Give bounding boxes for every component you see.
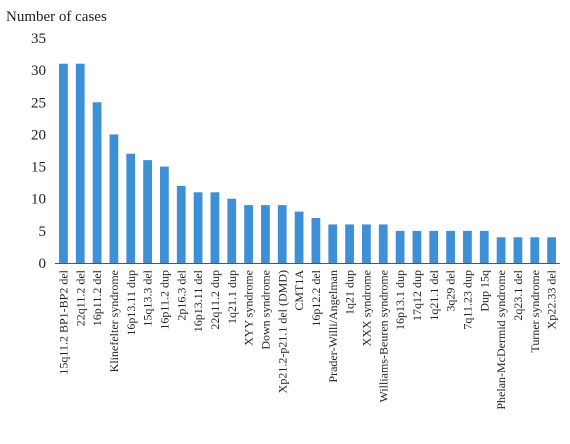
x-tick-label: Xp21.2-p21.1 del (DMD) [275,270,289,393]
x-tick-label: XXX syndrome [359,270,373,346]
bar [126,153,136,263]
x-tick-label: Phelan-McDermid syndrome [494,270,508,410]
x-tick-label: 16p11.2 dup [157,270,171,330]
bar [75,63,85,263]
y-ticks-group: 0 5 10 15 20 25 30 35 [31,31,46,272]
x-tick-label: 1q21.1 dup [225,270,239,324]
y-tick-label: 15 [31,160,46,176]
bars-group [59,63,556,264]
bar [345,224,354,263]
x-tick-label: 7q11.23 dup [460,270,474,330]
x-tick-label: 2q23.1 del [511,269,525,320]
x-tick-label: 16p11.2 del [90,269,104,326]
x-tick-label: 16p13.1 dup [393,270,407,330]
bar [530,237,540,263]
bar [412,230,422,263]
bar [496,237,506,263]
bar [277,205,287,263]
bar [463,230,472,263]
x-tick-label: 16p12.2 del [309,269,323,326]
bar [176,185,186,263]
bar [378,224,388,263]
bar [244,205,253,263]
x-tick-label: 15q13.3 del [141,269,155,326]
bar [193,192,203,263]
x-tick-label: 1q21 dup [343,270,357,315]
x-tick-label: CMT1A [292,270,306,311]
bar [328,224,338,263]
bar [261,205,270,263]
bar [311,218,321,263]
y-tick-label: 10 [31,192,46,208]
x-tick-label: Turner syndrome [528,270,542,353]
x-tick-label: Dup 15q [477,270,491,312]
y-tick-label: 0 [39,256,47,272]
x-tick-label: 17q12 dup [410,270,424,321]
x-labels-group: 15q11.2 BP1-BP2 del 22q11.2 del 16p11.2 de… [56,269,558,409]
bar [429,230,439,263]
x-tick-label: 15q11.2 BP1-BP2 del [56,269,70,374]
x-tick-label: Xp22.33 del [545,269,559,329]
x-tick-label: 16p13.11 del [191,269,205,332]
x-tick-label: Prader-Willi/Angelman [326,270,340,383]
x-tick-label: 16p13.11 dup [124,270,138,336]
x-tick-label: Williams-Beuren syndrome [376,270,390,403]
bar [294,211,304,263]
bar [59,63,68,263]
bar [547,237,556,263]
bar [109,134,119,263]
bar [92,102,102,264]
bar [227,198,237,263]
y-axis-label: Number of cases [6,9,107,25]
y-tick-label: 35 [31,31,46,47]
bar [160,166,169,263]
x-tick-label: 2p16.3 del [174,269,188,320]
x-tick-label: 22q11.2 del [73,269,87,326]
bar [513,237,523,263]
x-tick-label: 3q29 del [444,269,458,311]
y-tick-label: 30 [31,63,46,79]
bar [210,192,220,263]
y-tick-label: 25 [31,95,46,111]
x-tick-label: 22q11.2 dup [208,270,222,330]
bar [362,224,371,263]
bar [143,160,152,263]
x-tick-label: 1q21.1 del [427,269,441,320]
y-tick-label: 5 [39,224,47,240]
y-tick-label: 20 [31,127,46,143]
bar [395,230,405,263]
x-tick-label: Down syndrome [258,270,272,350]
x-tick-label: XYY syndrome [242,270,256,346]
x-tick-label: Klinefelter syndrome [107,270,121,372]
bar [479,230,489,263]
bar [446,230,455,263]
